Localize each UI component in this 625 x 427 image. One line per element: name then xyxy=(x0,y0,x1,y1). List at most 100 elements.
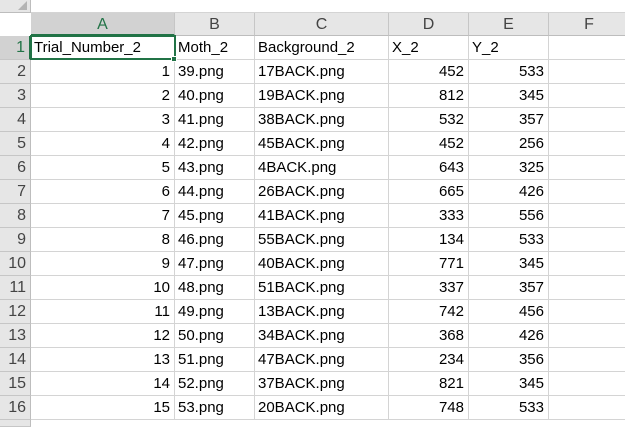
row-header-3[interactable]: 3 xyxy=(0,84,31,108)
cell-d12[interactable]: 742 xyxy=(389,300,469,324)
cell-c12[interactable]: 13BACK.png xyxy=(255,300,389,324)
cell-f15[interactable] xyxy=(549,372,625,396)
cell-c9[interactable]: 55BACK.png xyxy=(255,228,389,252)
cell-c10[interactable]: 40BACK.png xyxy=(255,252,389,276)
row-header-6[interactable]: 6 xyxy=(0,156,31,180)
row-header-4[interactable]: 4 xyxy=(0,108,31,132)
cell-a11[interactable]: 10 xyxy=(31,276,175,300)
row-header-11[interactable]: 11 xyxy=(0,276,31,300)
cell-c6[interactable]: 4BACK.png xyxy=(255,156,389,180)
cell-e2[interactable]: 533 xyxy=(469,60,549,84)
cell-e11[interactable]: 357 xyxy=(469,276,549,300)
cell-e10[interactable]: 345 xyxy=(469,252,549,276)
cell-d10[interactable]: 771 xyxy=(389,252,469,276)
cell-f13[interactable] xyxy=(549,324,625,348)
cell-c8[interactable]: 41BACK.png xyxy=(255,204,389,228)
cell-e1[interactable]: Y_2 xyxy=(469,36,549,60)
cell-d9[interactable]: 134 xyxy=(389,228,469,252)
cell-d13[interactable]: 368 xyxy=(389,324,469,348)
column-header-b[interactable]: B xyxy=(175,13,255,36)
cell-f5[interactable] xyxy=(549,132,625,156)
column-header-c[interactable]: C xyxy=(255,13,389,36)
cell-b13[interactable]: 50.png xyxy=(175,324,255,348)
cell-f16[interactable] xyxy=(549,396,625,420)
cell-d4[interactable]: 532 xyxy=(389,108,469,132)
row-header-1[interactable]: 1 xyxy=(0,36,31,60)
cell-e6[interactable]: 325 xyxy=(469,156,549,180)
row-header-12[interactable]: 12 xyxy=(0,300,31,324)
cell-c14[interactable]: 47BACK.png xyxy=(255,348,389,372)
cell-c3[interactable]: 19BACK.png xyxy=(255,84,389,108)
cell-c16[interactable]: 20BACK.png xyxy=(255,396,389,420)
select-all-corner[interactable] xyxy=(0,0,31,13)
cell-a13[interactable]: 12 xyxy=(31,324,175,348)
row-header-9[interactable]: 9 xyxy=(0,228,31,252)
cell-f3[interactable] xyxy=(549,84,625,108)
cell-c13[interactable]: 34BACK.png xyxy=(255,324,389,348)
cell-e14[interactable]: 356 xyxy=(469,348,549,372)
cell-d16[interactable]: 748 xyxy=(389,396,469,420)
cell-e15[interactable]: 345 xyxy=(469,372,549,396)
column-header-e[interactable]: E xyxy=(469,13,549,36)
cell-b3[interactable]: 40.png xyxy=(175,84,255,108)
cell-e8[interactable]: 556 xyxy=(469,204,549,228)
cell-f11[interactable] xyxy=(549,276,625,300)
cell-d3[interactable]: 812 xyxy=(389,84,469,108)
row-header-7[interactable]: 7 xyxy=(0,180,31,204)
cell-e5[interactable]: 256 xyxy=(469,132,549,156)
cell-b4[interactable]: 41.png xyxy=(175,108,255,132)
cell-c5[interactable]: 45BACK.png xyxy=(255,132,389,156)
row-header-10[interactable]: 10 xyxy=(0,252,31,276)
cell-a3[interactable]: 2 xyxy=(31,84,175,108)
row-header-16[interactable]: 16 xyxy=(0,396,31,420)
cell-f4[interactable] xyxy=(549,108,625,132)
cell-f1[interactable] xyxy=(549,36,625,60)
cell-d11[interactable]: 337 xyxy=(389,276,469,300)
cell-f10[interactable] xyxy=(549,252,625,276)
cell-d8[interactable]: 333 xyxy=(389,204,469,228)
cell-e16[interactable]: 533 xyxy=(469,396,549,420)
row-header-8[interactable]: 8 xyxy=(0,204,31,228)
cell-c7[interactable]: 26BACK.png xyxy=(255,180,389,204)
row-header-15[interactable]: 15 xyxy=(0,372,31,396)
cell-f7[interactable] xyxy=(549,180,625,204)
cell-d7[interactable]: 665 xyxy=(389,180,469,204)
cell-a10[interactable]: 9 xyxy=(31,252,175,276)
cell-b2[interactable]: 39.png xyxy=(175,60,255,84)
cell-f8[interactable] xyxy=(549,204,625,228)
cell-b14[interactable]: 51.png xyxy=(175,348,255,372)
cell-e4[interactable]: 357 xyxy=(469,108,549,132)
cell-a4[interactable]: 3 xyxy=(31,108,175,132)
column-header-a[interactable]: A xyxy=(31,13,175,36)
cell-d2[interactable]: 452 xyxy=(389,60,469,84)
cell-b16[interactable]: 53.png xyxy=(175,396,255,420)
cell-e7[interactable]: 426 xyxy=(469,180,549,204)
cell-b10[interactable]: 47.png xyxy=(175,252,255,276)
cell-a1[interactable]: Trial_Number_2 xyxy=(31,36,175,60)
cell-f14[interactable] xyxy=(549,348,625,372)
cell-d14[interactable]: 234 xyxy=(389,348,469,372)
cell-e3[interactable]: 345 xyxy=(469,84,549,108)
cell-a15[interactable]: 14 xyxy=(31,372,175,396)
cell-c2[interactable]: 17BACK.png xyxy=(255,60,389,84)
cell-b8[interactable]: 45.png xyxy=(175,204,255,228)
cell-e12[interactable]: 456 xyxy=(469,300,549,324)
cell-a14[interactable]: 13 xyxy=(31,348,175,372)
cell-d15[interactable]: 821 xyxy=(389,372,469,396)
cell-f2[interactable] xyxy=(549,60,625,84)
cell-b7[interactable]: 44.png xyxy=(175,180,255,204)
cell-b15[interactable]: 52.png xyxy=(175,372,255,396)
cell-b9[interactable]: 46.png xyxy=(175,228,255,252)
fill-handle[interactable] xyxy=(171,56,177,62)
cell-f12[interactable] xyxy=(549,300,625,324)
cell-a8[interactable]: 7 xyxy=(31,204,175,228)
cell-b11[interactable]: 48.png xyxy=(175,276,255,300)
cell-e9[interactable]: 533 xyxy=(469,228,549,252)
cell-d1[interactable]: X_2 xyxy=(389,36,469,60)
column-header-f[interactable]: F xyxy=(549,13,625,36)
cell-e13[interactable]: 426 xyxy=(469,324,549,348)
cell-b12[interactable]: 49.png xyxy=(175,300,255,324)
cell-c1[interactable]: Background_2 xyxy=(255,36,389,60)
cell-b6[interactable]: 43.png xyxy=(175,156,255,180)
